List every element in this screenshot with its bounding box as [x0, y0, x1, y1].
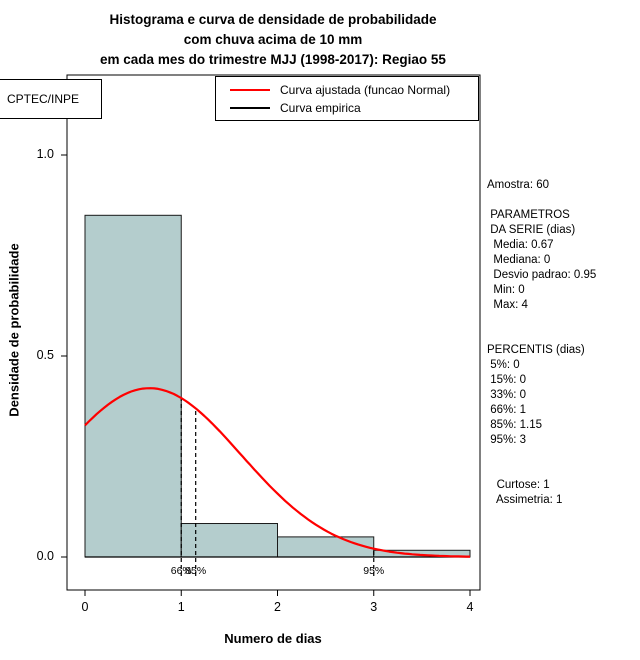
chart-title: Histograma e curva de densidade de proba…	[0, 10, 546, 70]
stats-line: PARAMETROS	[487, 209, 570, 221]
y-axis-title: Densidade de probabilidade	[6, 243, 22, 417]
stats-line: Amostra: 60	[487, 179, 549, 191]
stats-line: 66%: 1	[487, 404, 526, 416]
stats-line	[487, 448, 639, 463]
stats-line: Media: 0.67	[487, 239, 554, 251]
x-tick-label: 2	[274, 600, 281, 614]
stats-line	[487, 313, 639, 328]
legend-item-label: Curva ajustada (funcao Normal)	[280, 82, 451, 97]
histogram-bar	[277, 536, 375, 558]
chart-title-line2: com chuva acima de 10 mm	[183, 32, 363, 47]
stats-line: 33%: 0	[487, 389, 526, 401]
stats-line: DA SERIE (dias)	[487, 224, 576, 236]
stats-panel: Amostra: 60 PARAMETROS DA SERIE (dias) M…	[487, 178, 639, 508]
plot-border	[66, 74, 481, 591]
x-tick-label: 0	[81, 600, 89, 614]
percentile-marker-label: 66%	[170, 565, 192, 577]
x-tick-label: 4	[466, 600, 474, 614]
stats-line: Mediana: 0	[487, 254, 551, 266]
legend-item-label: Curva empirica	[280, 100, 361, 115]
stats-line: 15%: 0	[487, 374, 526, 386]
chart-title-line1: Histograma e curva de densidade de proba…	[109, 12, 437, 27]
y-tick-label: 0.0	[36, 549, 54, 563]
percentile-marker-label: 85%	[185, 565, 207, 577]
legend-item: Curva empirica	[230, 101, 478, 115]
y-tick-label: 0.5	[36, 348, 54, 362]
legend-line-sample	[230, 106, 270, 109]
percentile-marker-label: 95%	[363, 565, 385, 577]
stats-line: 85%: 1.15	[487, 419, 542, 431]
legend: Curva ajustada (funcao Normal) Curva empi…	[215, 76, 479, 121]
stats-line: Min: 0	[487, 284, 525, 296]
stats-line: Assimetria: 1	[487, 494, 563, 506]
legend-line-sample	[230, 88, 270, 91]
fitted-normal-curve	[84, 387, 470, 558]
stats-line: 95%: 3	[487, 434, 526, 446]
stats-line	[487, 193, 639, 208]
x-tick-label: 1	[177, 600, 185, 614]
stats-line: Max: 4	[487, 299, 528, 311]
x-axis-title: Numero de dias	[224, 631, 322, 646]
stats-line	[487, 328, 639, 343]
y-tick-label: 1.0	[36, 147, 54, 161]
histogram-bar	[180, 523, 278, 558]
chart-title-line3: em cada mes do trimestre MJJ (1998-2017)…	[100, 52, 446, 67]
stats-line	[487, 463, 639, 478]
stats-line: Curtose: 1	[487, 479, 550, 491]
legend-item: Curva ajustada (funcao Normal)	[230, 83, 478, 97]
stats-line: Desvio padrao: 0.95	[487, 269, 597, 281]
cptec-inpe-label: CPTEC/INPE	[7, 92, 80, 106]
cptec-inpe-box: CPTEC/INPE	[0, 79, 102, 119]
x-tick-label: 3	[370, 600, 378, 614]
stats-line: 5%: 0	[487, 359, 520, 371]
histogram-bar	[84, 214, 182, 558]
stats-line: PERCENTIS (dias)	[487, 344, 585, 356]
